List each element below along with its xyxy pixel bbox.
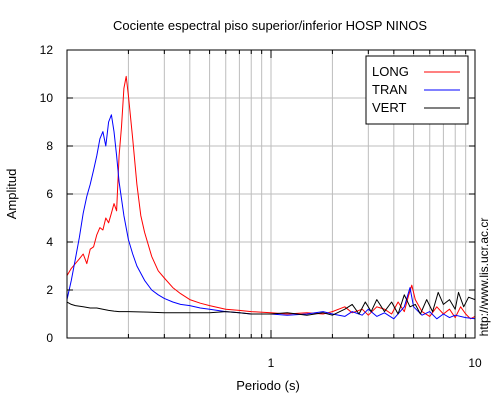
chart-title: Cociente espectral piso superior/inferio… <box>113 18 427 33</box>
y-tick-label: 6 <box>46 187 53 201</box>
y-tick-label: 8 <box>46 139 53 153</box>
y-tick-label: 2 <box>46 283 53 297</box>
y-tick-label: 0 <box>46 331 53 345</box>
y-tick-label: 4 <box>46 235 53 249</box>
x-tick-label: 10 <box>468 356 482 370</box>
series-line-long <box>67 75 475 320</box>
legend-label-long: LONG <box>372 64 409 79</box>
legend-label-tran: TRAN <box>372 82 407 97</box>
series-line-tran <box>67 114 475 320</box>
x-tick-label: 1 <box>268 356 275 370</box>
plot-area <box>67 75 475 320</box>
series-line-vert <box>67 291 475 316</box>
x-axis: 1 10 <box>66 50 482 370</box>
watermark-url: http://www.lis.ucr.ac.cr <box>477 218 491 337</box>
y-tick-label: 10 <box>40 91 54 105</box>
y-axis: 0 2 4 6 8 10 12 <box>40 43 475 345</box>
legend: LONG TRAN VERT <box>365 55 469 125</box>
legend-label-vert: VERT <box>372 100 406 115</box>
y-tick-label: 12 <box>40 43 54 57</box>
y-axis-label: Amplitud <box>4 169 19 220</box>
x-axis-label: Periodo (s) <box>236 378 300 393</box>
